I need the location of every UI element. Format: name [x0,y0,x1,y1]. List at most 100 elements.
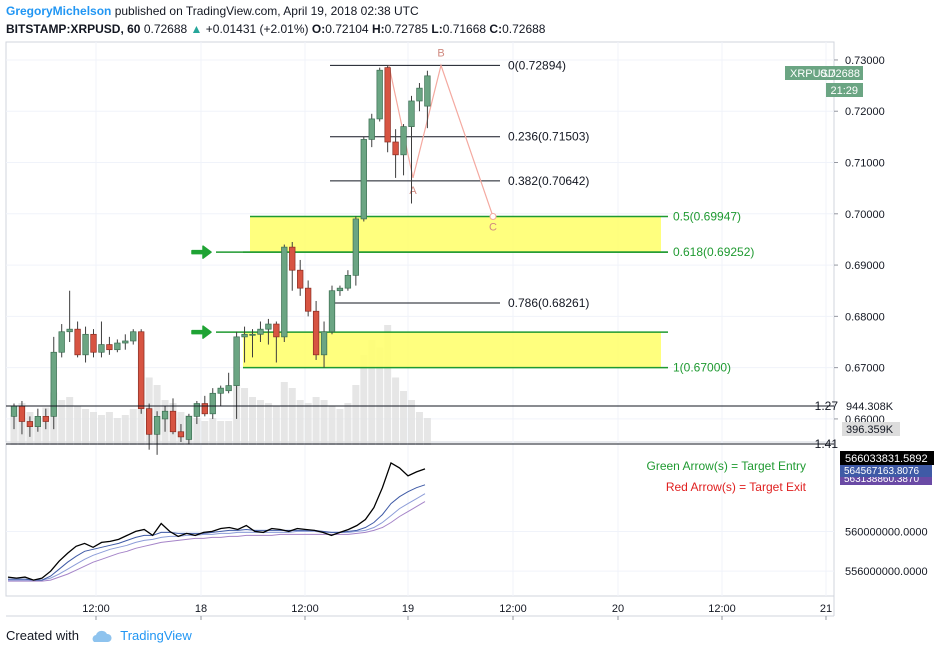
candle-body [58,331,65,353]
close-value: 0.72688 [502,22,546,36]
candle-body [241,333,248,338]
price-chart[interactable]: 0(0.72894) 0.236(0.71503) 0.382(0.70642) 0.… [0,40,941,620]
candle-body [193,403,201,417]
volume2-badge [842,422,900,436]
candle-body [66,328,73,333]
candle-body [281,246,288,338]
ext-level-label-0: 1.27 [815,399,839,413]
volume-bar [66,397,74,445]
candle-body [297,269,304,289]
candle-body [400,126,407,156]
volume-bar [272,406,280,445]
candle-body [146,408,153,435]
volume-bar [264,403,272,445]
volume-bar [129,409,137,445]
legend-exit: Red Arrow(s) = Target Exit [666,480,807,494]
volume1-badge [842,399,900,413]
price-badge-label: 0.72688 [820,68,860,80]
candle-body [90,333,97,353]
fib-level-label-1: 0.236(0.71503) [508,130,589,144]
volume-bar [121,415,129,445]
fib-level-label-2: 0.382(0.70642) [508,174,589,188]
osc2-label: 564567163.8076 [844,466,920,477]
candle-body [138,331,145,410]
fib-retracement[interactable]: 0(0.72894) 0.236(0.71503) 0.382(0.70642) 0.… [216,58,754,375]
candle-body [320,331,328,356]
candle-body [384,67,391,143]
fib-zone-1 [243,332,661,368]
ext-level-label-1: 1.41 [815,437,839,451]
candle-body [161,410,169,420]
candles [10,65,431,455]
volume-bar [113,418,121,445]
candle-body [10,405,18,417]
candle-body [225,385,232,392]
y-tick-label-3: 0.70000 [845,209,885,221]
volume-bar [10,415,18,445]
volume-bar [209,418,217,445]
candle-body [360,139,367,220]
candle-body [376,69,383,120]
candle-body [305,287,312,312]
candle-body [408,100,415,127]
volume-bar [74,406,82,445]
candle-body [50,351,57,417]
fib-level-label-4: 0.618(0.69252) [673,245,754,259]
candle-body [18,405,26,422]
volume-bar [320,400,328,445]
x-tick-label-0: 12:00 [82,603,110,615]
candle-body [344,274,352,289]
green-entry-arrow-1 [191,325,212,339]
volume-bar [201,421,209,445]
publish-info: GregoryMichelson published on TradingVie… [6,4,419,18]
candle-body [74,328,81,356]
pattern-label-c: C [489,222,497,234]
time-axis[interactable]: 12:00 18 12:00 19 12:00 20 12:00 21 [82,603,832,620]
y-tick-label-6: 0.67000 [845,363,885,375]
symbol-info-bar: BITSTAMP:XRPUSD, 60 0.72688 ▲ +0.01431 (… [6,22,545,36]
volume-bar [352,385,360,445]
symbol-title: BITSTAMP:XRPUSD, 60 [6,22,141,36]
y-tick-label-2: 0.71000 [845,158,885,170]
price-axis[interactable]: 0.73000 0.72000 0.71000 0.70000 0.69000 0.680… [834,55,928,578]
candle-body [328,290,336,333]
volume-bar [415,412,423,445]
candle-body [352,218,359,276]
volume1-label: 944.308K [846,401,894,413]
symbol-badge [785,66,863,80]
volume-bar [225,421,233,445]
volume-bar [97,415,105,445]
candle-body [336,287,344,292]
y-tick-label-1: 0.72000 [845,106,885,118]
x-tick-label-7: 21 [820,603,832,615]
fib-level-label-6: 1(0.67000) [673,361,731,375]
symbol-badge-label: XRPUSD [790,68,836,80]
candle-body [185,416,193,440]
candle-body [34,416,41,427]
candle-body [312,310,320,356]
entry-arrows[interactable] [191,245,212,339]
price-change: +0.01431 (+2.01%) [205,22,309,36]
published-text: published on TradingView.com, April 19, … [114,4,419,18]
grid [6,42,834,596]
volume-bar [384,325,392,445]
volume2-label: 396.359K [846,424,894,436]
author-link[interactable]: GregoryMichelson [6,4,112,18]
oscillator-pane[interactable] [5,443,835,597]
osc-tick-label-1: 556000000.0000 [845,566,928,578]
osc-tick-label-0: 560000000.0000 [845,526,928,538]
x-tick-label-6: 12:00 [708,603,736,615]
candle-body [201,403,208,415]
volume-bar [328,406,336,445]
axis-badges: XRPUSD 0.72688 21:29 944.308K 396.359K 5… [785,66,934,485]
volume-bar [256,400,264,445]
volume-bar [392,377,400,445]
oscillator-lines [7,461,426,582]
volume-bar [193,418,201,445]
tradingview-link[interactable]: TradingView [120,628,192,643]
candle-body [153,416,161,435]
open-value: 0.72104 [325,22,369,36]
high-label: H: [371,22,385,36]
candle-body [273,323,280,338]
candle-body [416,87,423,102]
